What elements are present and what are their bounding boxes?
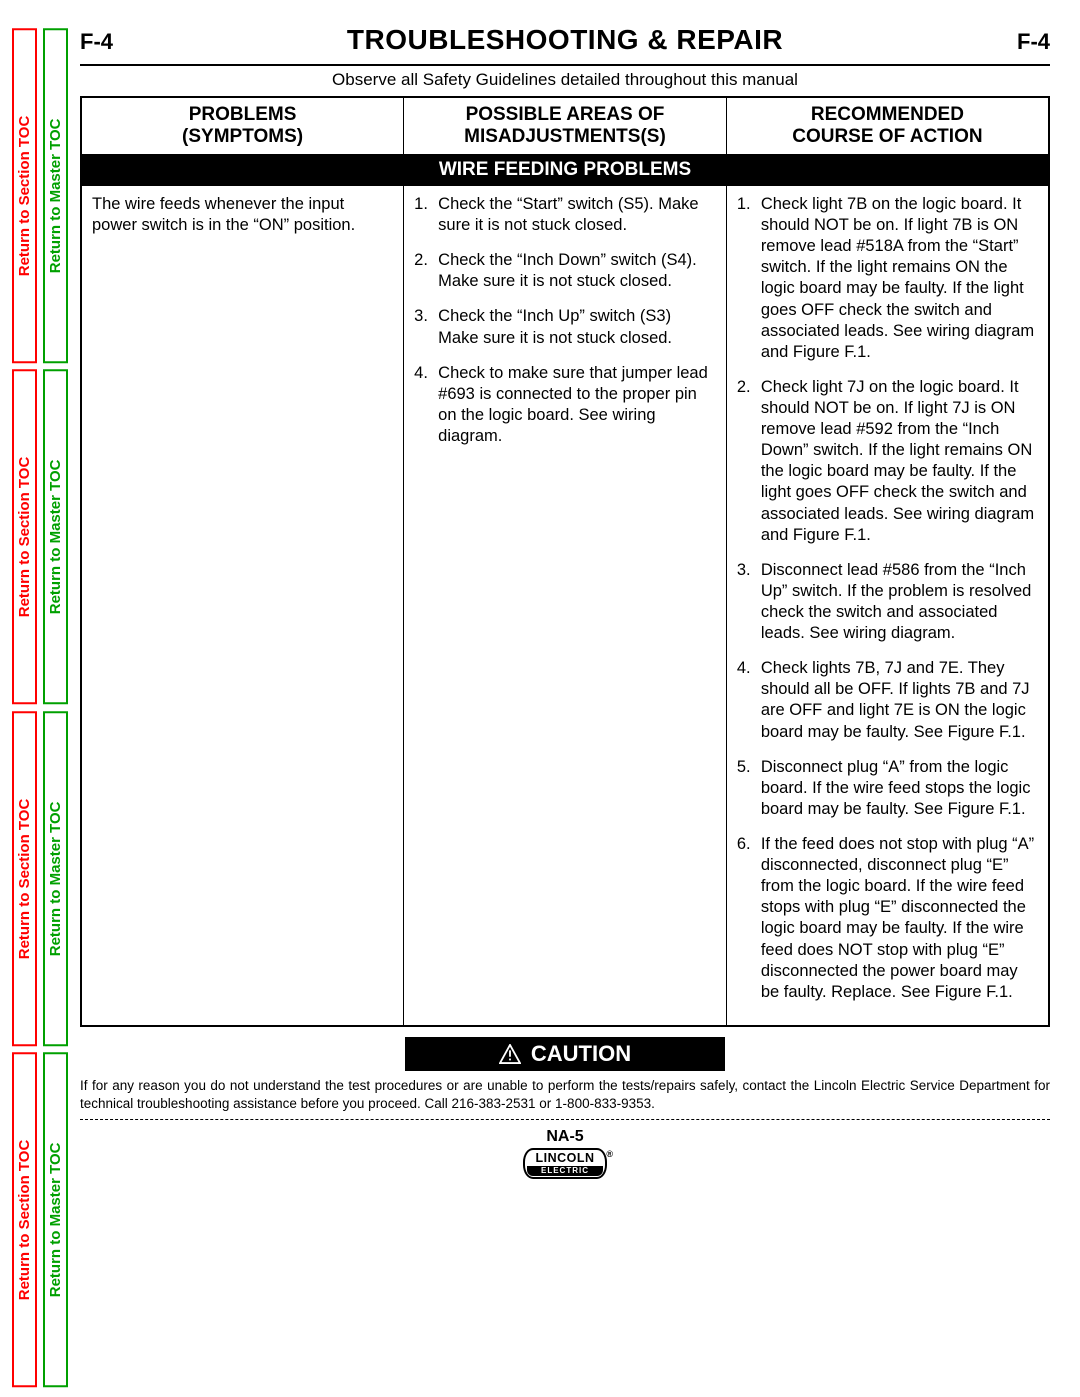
symptom-cell: The wire feeds whenever the input power … <box>81 186 404 1026</box>
action-step: Disconnect lead #586 from the “Inch Up” … <box>737 560 1038 644</box>
warning-icon <box>499 1044 521 1064</box>
action-step: Check lights 7B, 7J and 7E. They should … <box>737 658 1038 742</box>
return-section-toc-link[interactable]: Return to Section TOC <box>12 369 37 704</box>
col-misadjust-heading: POSSIBLE AREAS OFMISADJUSTMENTS(S) <box>404 97 727 155</box>
misadjust-step: Check the “Start” switch (S5). Make sure… <box>414 194 716 236</box>
footer-note: If for any reason you do not understand … <box>80 1077 1050 1113</box>
col-action-heading: RECOMMENDEDCOURSE OF ACTION <box>726 97 1049 155</box>
misadjust-step: Check the “Inch Up” switch (S3) Make sur… <box>414 306 716 348</box>
safety-note: Observe all Safety Guidelines detailed t… <box>80 70 1050 90</box>
side-tabs: Return to Section TOC Return to Section … <box>12 28 68 1387</box>
dashed-rule <box>80 1119 1050 1120</box>
troubleshooting-table: PROBLEMS(SYMPTOMS) POSSIBLE AREAS OFMISA… <box>80 96 1050 1027</box>
action-step: If the feed does not stop with plug “A” … <box>737 834 1038 1003</box>
model-code: NA-5 <box>80 1128 1050 1146</box>
return-master-toc-link[interactable]: Return to Master TOC <box>43 711 68 1046</box>
action-step: Disconnect plug “A” from the logic board… <box>737 757 1038 820</box>
section-code-right: F-4 <box>1017 29 1050 55</box>
master-toc-column: Return to Master TOC Return to Master TO… <box>43 28 68 1387</box>
section-code-left: F-4 <box>80 29 113 55</box>
lincoln-logo: LINCOLN ELECTRIC ® <box>523 1148 607 1179</box>
caution-bar: CAUTION <box>405 1037 725 1071</box>
col-problems-heading: PROBLEMS(SYMPTOMS) <box>81 97 404 155</box>
misadjust-step: Check the “Inch Down” switch (S4). Make … <box>414 250 716 292</box>
return-master-toc-link[interactable]: Return to Master TOC <box>43 28 68 363</box>
action-step: Check light 7B on the logic board. It sh… <box>737 194 1038 363</box>
action-step: Check light 7J on the logic board. It sh… <box>737 377 1038 546</box>
return-master-toc-link[interactable]: Return to Master TOC <box>43 369 68 704</box>
misadjust-cell: Check the “Start” switch (S5). Make sure… <box>404 186 727 1026</box>
return-master-toc-link[interactable]: Return to Master TOC <box>43 1052 68 1387</box>
page-header: F-4 TROUBLESHOOTING & REPAIR F-4 <box>80 24 1050 56</box>
header-rule <box>80 64 1050 66</box>
return-section-toc-link[interactable]: Return to Section TOC <box>12 1052 37 1387</box>
return-section-toc-link[interactable]: Return to Section TOC <box>12 711 37 1046</box>
return-section-toc-link[interactable]: Return to Section TOC <box>12 28 37 363</box>
action-cell: Check light 7B on the logic board. It sh… <box>726 186 1049 1026</box>
page-content: F-4 TROUBLESHOOTING & REPAIR F-4 Observe… <box>80 24 1050 1387</box>
page-title: TROUBLESHOOTING & REPAIR <box>347 24 783 56</box>
section-toc-column: Return to Section TOC Return to Section … <box>12 28 37 1387</box>
category-band: WIRE FEEDING PROBLEMS <box>81 155 1049 186</box>
misadjust-step: Check to make sure that jumper lead #693… <box>414 363 716 447</box>
caution-label: CAUTION <box>531 1041 631 1067</box>
